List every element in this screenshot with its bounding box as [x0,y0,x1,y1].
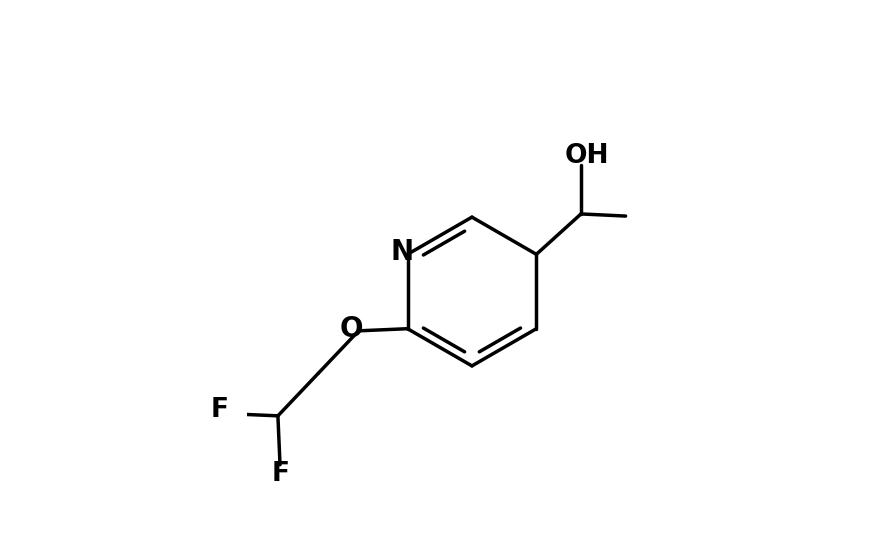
Text: N: N [391,238,414,266]
Text: OH: OH [564,143,608,169]
Text: F: F [271,461,289,487]
Text: F: F [211,397,228,423]
Text: O: O [340,315,363,343]
